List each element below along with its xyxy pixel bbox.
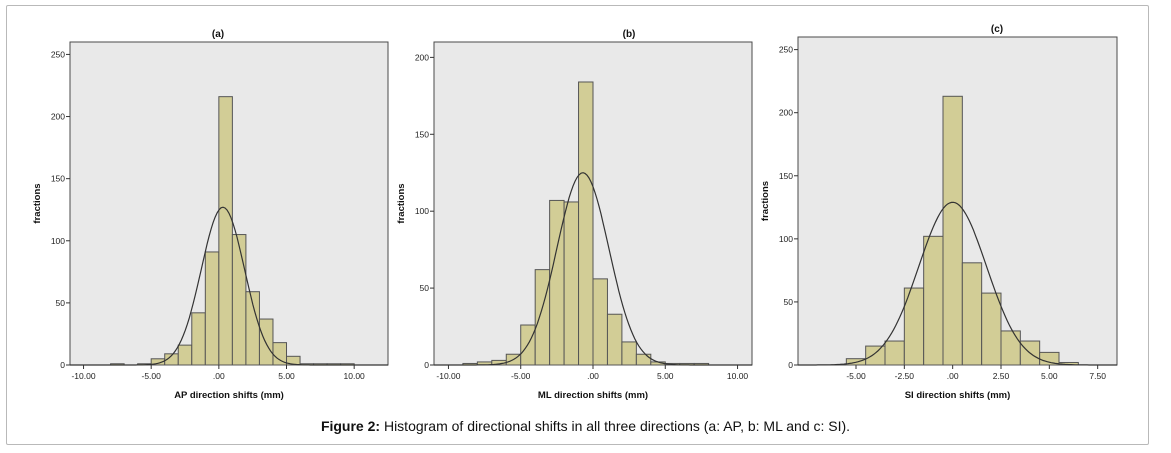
x-tick-label-b-4: 10.00	[727, 371, 749, 381]
y-tick-label-b-150: 150	[415, 129, 429, 139]
bar-b-8	[563, 201, 580, 366]
chart-title-a: (a)	[212, 29, 224, 40]
y-axis-title-a: fractions	[32, 183, 43, 223]
bar-a-13	[286, 355, 301, 366]
y-tick-label-a-50: 50	[56, 298, 66, 308]
bar-c-8	[1000, 330, 1021, 366]
title-bg-a	[188, 26, 248, 41]
y-tick-label-c-150: 150	[779, 171, 793, 181]
bar-a-9	[231, 234, 247, 366]
figure-charts: (a) 0 50 100 150 200 250 -10.00 -5.00 .00 5.00 10.0…	[32, 21, 1118, 401]
bar-b-6	[534, 269, 551, 366]
y-tick-label-a-100: 100	[51, 236, 65, 246]
x-tick-label-a-2: .00	[213, 371, 225, 381]
x-tick-label-a-3: 5.00	[278, 371, 295, 381]
x-tick-label-a-1: -5.00	[142, 371, 162, 381]
y-tick-label-a-0: 0	[60, 360, 65, 370]
y-tick-label-a-150: 150	[51, 174, 65, 184]
y-tick-label-c-250: 250	[779, 45, 793, 55]
bar-c-1	[865, 345, 886, 366]
y-axis-title-c: fractions	[760, 181, 771, 221]
x-tick-label-c-2: .00	[947, 371, 959, 381]
x-tick-label-a-4: 10.00	[344, 371, 366, 381]
x-axis-title-c: SI direction shifts (mm)	[905, 390, 1011, 401]
bar-a-6	[191, 312, 206, 366]
y-tick-label-c-200: 200	[779, 108, 793, 118]
x-axis-title-a: AP direction shifts (mm)	[174, 390, 284, 401]
chart-title-b: (b)	[623, 29, 636, 40]
x-tick-label-a-0: -10.00	[71, 371, 95, 381]
x-tick-label-b-1: -5.00	[511, 371, 531, 381]
bar-c-2	[884, 340, 905, 366]
y-tick-label-c-100: 100	[779, 234, 793, 244]
x-axis-title-b: ML direction shifts (mm)	[538, 390, 648, 401]
y-tick-label-b-0: 0	[424, 360, 429, 370]
bar-a-11	[258, 318, 274, 366]
y-tick-label-b-200: 200	[415, 52, 429, 62]
x-tick-label-c-0: -5.00	[846, 371, 866, 381]
bar-a-7	[204, 251, 220, 366]
bar-a-8	[218, 96, 233, 366]
y-tick-label-a-250: 250	[51, 49, 65, 59]
bar-c-4	[923, 235, 944, 366]
y-tick-label-b-100: 100	[415, 206, 429, 216]
chart-title-c: (c)	[991, 24, 1003, 35]
caption-label: Figure 2:	[320, 418, 381, 434]
bar-b-9	[578, 81, 594, 366]
bar-b-11	[606, 313, 623, 366]
bar-a-5	[177, 344, 193, 366]
y-tick-label-a-200: 200	[51, 112, 65, 122]
x-tick-label-c-3: 2.50	[993, 371, 1010, 381]
title-bg-b	[599, 26, 659, 41]
normal-curve-a	[70, 206, 388, 366]
y-tick-label-c-50: 50	[784, 297, 794, 307]
x-tick-label-b-3: 5.00	[657, 371, 674, 381]
bar-b-12	[621, 341, 637, 366]
bar-c-6	[961, 262, 983, 366]
caption-text: Histogram of directional shifts in all t…	[380, 418, 851, 434]
bar-c-7	[981, 292, 1002, 366]
normal-curve-c	[798, 201, 1117, 366]
x-tick-label-c-5: 7.50	[1089, 371, 1106, 381]
x-tick-label-c-4: 5.00	[1041, 371, 1058, 381]
y-tick-label-c-0: 0	[788, 360, 793, 370]
bar-c-5	[942, 95, 963, 366]
y-tick-label-b-50: 50	[420, 283, 430, 293]
x-tick-label-c-1: -2.50	[895, 371, 915, 381]
normal-curve-b	[434, 172, 752, 366]
figure-caption: Figure 2: Histogram of directional shift…	[0, 418, 1171, 434]
x-tick-label-b-2: .00	[587, 371, 599, 381]
bar-b-10	[592, 278, 608, 366]
title-bg-c	[967, 21, 1027, 36]
x-tick-label-b-0: -10.00	[436, 371, 460, 381]
y-axis-title-b: fractions	[396, 183, 407, 223]
bar-b-13	[635, 353, 652, 366]
